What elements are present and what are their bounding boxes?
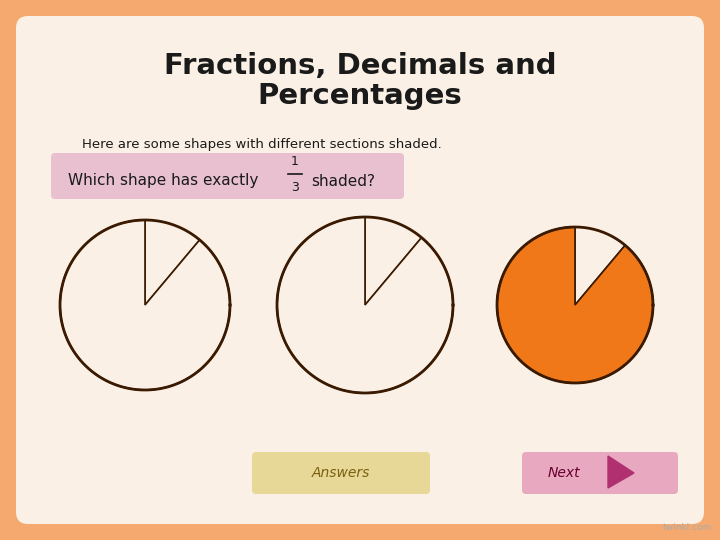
Text: Answers: Answers [312,466,370,480]
Polygon shape [549,305,602,383]
Polygon shape [497,292,575,344]
Text: Next: Next [548,466,580,480]
FancyBboxPatch shape [16,16,704,524]
Polygon shape [575,292,653,344]
Polygon shape [61,240,145,305]
Polygon shape [498,245,575,305]
Polygon shape [525,227,575,305]
Text: twinkl.com: twinkl.com [662,523,712,532]
Polygon shape [145,305,219,385]
Polygon shape [335,305,395,393]
Polygon shape [60,290,145,348]
Polygon shape [289,305,365,388]
Polygon shape [365,305,441,388]
Text: shaded?: shaded? [311,173,375,188]
Text: Which shape has exactly: Which shape has exactly [68,173,258,188]
Text: 1: 1 [291,155,299,168]
Polygon shape [365,290,453,349]
FancyBboxPatch shape [51,153,404,199]
FancyBboxPatch shape [252,452,430,494]
Polygon shape [116,305,174,390]
Text: 3: 3 [291,181,299,194]
Text: Percentages: Percentages [258,82,462,110]
Text: Here are some shapes with different sections shaded.: Here are some shapes with different sect… [82,138,442,151]
Polygon shape [365,238,451,305]
Polygon shape [145,240,229,305]
Polygon shape [145,290,230,348]
Polygon shape [277,217,453,393]
Polygon shape [60,220,230,390]
Polygon shape [277,290,365,349]
Polygon shape [71,305,145,385]
FancyBboxPatch shape [522,452,678,494]
Polygon shape [575,305,642,379]
Polygon shape [575,245,652,305]
Polygon shape [608,456,634,488]
Text: Fractions, Decimals and: Fractions, Decimals and [163,52,557,80]
Polygon shape [91,220,145,305]
Polygon shape [279,238,365,305]
Polygon shape [508,305,575,379]
Polygon shape [308,217,365,305]
Polygon shape [497,227,653,383]
